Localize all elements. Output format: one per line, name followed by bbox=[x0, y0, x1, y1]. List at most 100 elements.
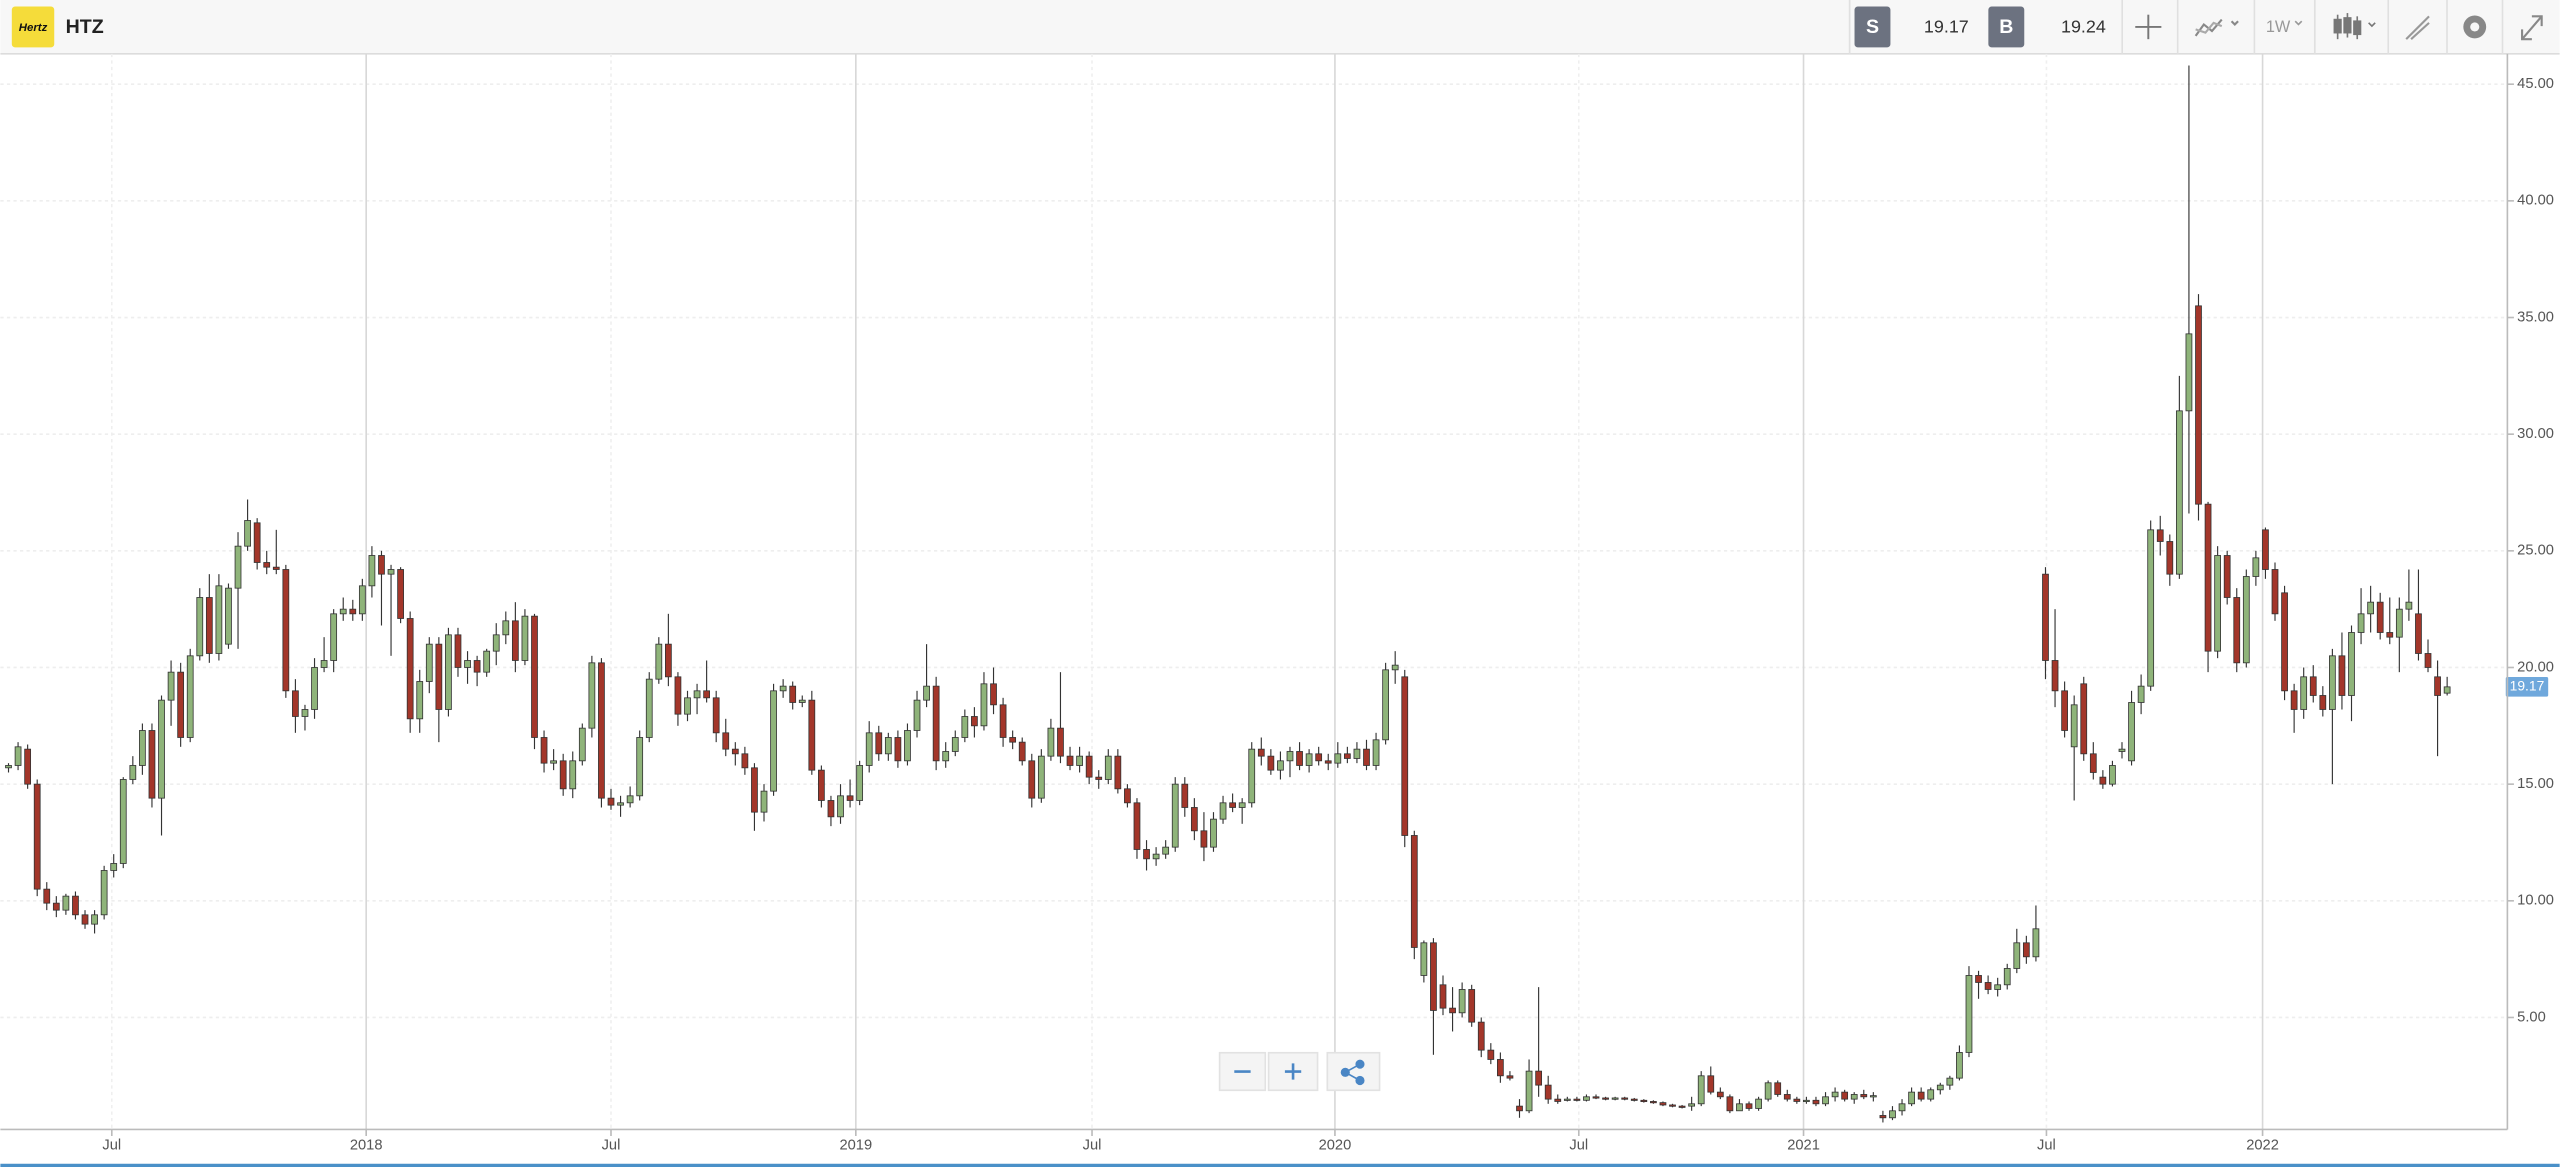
candle-body bbox=[1516, 1105, 1523, 1112]
candle-body bbox=[1133, 802, 1141, 850]
candle-body bbox=[607, 797, 615, 806]
candle-body bbox=[2309, 676, 2317, 696]
candle-body bbox=[770, 690, 777, 792]
candle-body bbox=[588, 662, 596, 729]
candle-body bbox=[2348, 632, 2355, 696]
candle-body bbox=[215, 585, 223, 654]
candle-body bbox=[1305, 753, 1313, 766]
candle-body bbox=[1430, 942, 1437, 1011]
candle-body bbox=[167, 671, 175, 701]
candle-body bbox=[473, 660, 481, 673]
candle-body bbox=[1602, 1097, 1609, 1100]
candle-body bbox=[483, 650, 491, 673]
candle-body bbox=[1917, 1091, 1925, 1100]
settings-button[interactable] bbox=[2463, 15, 2487, 39]
candle-body bbox=[1449, 1007, 1456, 1014]
expand-button[interactable] bbox=[2521, 15, 2543, 41]
candle-body bbox=[263, 562, 271, 568]
candle-body bbox=[311, 667, 318, 710]
candle-body bbox=[1965, 975, 1973, 1053]
candle-body bbox=[464, 660, 471, 668]
zoom-in-button[interactable] bbox=[1267, 1051, 1319, 1092]
x-tick-label: 2020 bbox=[1319, 1138, 1352, 1154]
candle-body bbox=[1009, 737, 1017, 743]
draw-button[interactable] bbox=[2405, 15, 2430, 40]
candle-body bbox=[693, 690, 701, 699]
candle-body bbox=[923, 685, 930, 701]
candle-body bbox=[2147, 529, 2155, 687]
indicators-button[interactable] bbox=[2194, 18, 2239, 37]
candle-body bbox=[1047, 727, 1055, 757]
candle-body bbox=[177, 671, 185, 738]
candle-body bbox=[1410, 835, 1418, 948]
candle-body bbox=[1927, 1089, 1935, 1100]
candle-body bbox=[990, 683, 997, 706]
candle-body bbox=[1076, 755, 1083, 766]
candle-body bbox=[330, 613, 338, 661]
candle-body bbox=[502, 620, 510, 636]
candle-body bbox=[2367, 601, 2375, 615]
candle-body bbox=[234, 545, 242, 589]
candle-body bbox=[445, 634, 452, 710]
candle-body bbox=[2242, 576, 2250, 664]
candle-body bbox=[100, 870, 108, 916]
interval[interactable]: 1W bbox=[2266, 18, 2291, 36]
candle-body bbox=[2405, 601, 2413, 610]
candle-body bbox=[1506, 1075, 1514, 1079]
candle-body bbox=[1956, 1052, 1963, 1079]
candle-body bbox=[1085, 755, 1093, 778]
candle-body bbox=[72, 895, 79, 916]
candle-body bbox=[779, 685, 787, 692]
x-tick-label: Jul bbox=[102, 1138, 121, 1154]
candle-body bbox=[2443, 686, 2451, 694]
buy-button[interactable] bbox=[1988, 6, 2025, 48]
chart-type-button[interactable] bbox=[2333, 13, 2376, 40]
share-button[interactable] bbox=[1326, 1051, 1381, 1092]
candle-body bbox=[1353, 748, 1361, 759]
candle-body bbox=[2109, 765, 2116, 785]
y-tick-label: 35.00 bbox=[2517, 309, 2554, 325]
candle-body bbox=[798, 699, 806, 703]
y-tick-label: 10.00 bbox=[2517, 893, 2554, 909]
candle-body bbox=[598, 662, 605, 799]
candle-body bbox=[846, 795, 854, 801]
candle-body bbox=[2271, 569, 2279, 615]
candle-body bbox=[645, 678, 653, 738]
candle-body bbox=[387, 569, 395, 575]
candle-body bbox=[339, 608, 347, 615]
candle-body bbox=[1908, 1091, 1915, 1105]
candle-body bbox=[186, 655, 194, 738]
x-tick-label: Jul bbox=[602, 1138, 621, 1154]
candle-body bbox=[1296, 751, 1303, 766]
candle-body bbox=[2424, 653, 2432, 668]
candle-body bbox=[1841, 1091, 1849, 1100]
candle-body bbox=[655, 643, 663, 680]
candle-body bbox=[1057, 727, 1064, 757]
candle-body bbox=[722, 732, 730, 750]
candle-body bbox=[665, 643, 672, 678]
candle-body bbox=[2376, 601, 2384, 633]
sell-button[interactable] bbox=[1854, 6, 1891, 48]
candle-body bbox=[2128, 702, 2135, 762]
candle-body bbox=[2434, 676, 2441, 696]
candle-body bbox=[2223, 555, 2231, 598]
x-tick-label: 2021 bbox=[1787, 1138, 1820, 1154]
candle-body bbox=[1621, 1097, 1629, 1100]
candle-body bbox=[1343, 753, 1351, 759]
candle-body bbox=[1822, 1096, 1829, 1105]
candle-body bbox=[416, 681, 424, 720]
candle-body bbox=[1879, 1115, 1887, 1119]
last-price-label: 19.17 bbox=[2510, 678, 2545, 694]
candle-body bbox=[1439, 984, 1447, 1009]
candle-body bbox=[550, 760, 557, 764]
candle-body bbox=[636, 737, 644, 797]
candle-body bbox=[2195, 305, 2202, 505]
crosshair-button[interactable] bbox=[2135, 14, 2162, 40]
candle-body bbox=[196, 597, 204, 657]
candle-body bbox=[1716, 1091, 1724, 1098]
candle-body bbox=[2319, 695, 2327, 710]
candle-body bbox=[751, 767, 758, 813]
candle-body bbox=[1860, 1094, 1868, 1098]
y-tick-label: 45.00 bbox=[2517, 76, 2554, 92]
